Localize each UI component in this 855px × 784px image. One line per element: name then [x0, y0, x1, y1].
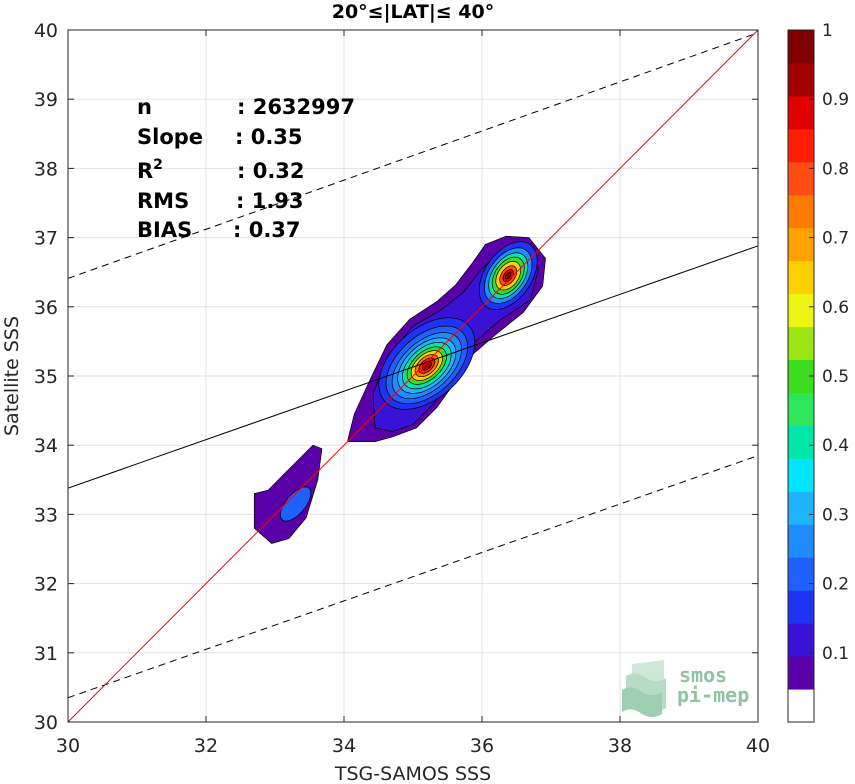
y-tick-label: 35	[34, 366, 58, 388]
colorbar-segment	[788, 293, 814, 328]
x-axis-ticks: 30 32 34 36 38 40	[56, 30, 770, 757]
colorbar-segment	[788, 95, 814, 130]
stat-value-rms: : 1.93	[236, 189, 304, 213]
colorbar-segment	[788, 260, 814, 295]
colorbar-segment	[788, 458, 814, 492]
y-tick-label: 39	[34, 89, 58, 111]
x-tick-label: 32	[194, 735, 218, 757]
stat-value-slope: : 0.35	[235, 125, 303, 149]
density-contours	[253, 235, 546, 544]
y-tick-label: 32	[34, 574, 58, 596]
lower-bound-line	[68, 455, 758, 699]
y-tick-label: 40	[34, 20, 58, 42]
colorbar-tick-label: 0.8	[822, 159, 849, 179]
colorbar-tick-label: 0.9	[822, 90, 849, 110]
y-tick-label: 33	[34, 504, 58, 526]
colorbar-segment	[788, 227, 814, 262]
colorbar-segment	[788, 491, 814, 525]
y-axis-label: Satellite SSS	[1, 316, 23, 436]
y-tick-label: 34	[34, 435, 58, 457]
x-tick-label: 36	[470, 735, 494, 757]
colorbar-segment	[788, 689, 814, 723]
y-tick-label: 37	[34, 228, 58, 250]
colorbar-tick-label: 0.3	[822, 505, 849, 525]
colorbar-tick-label: 0.2	[822, 575, 849, 595]
regression-line	[68, 245, 758, 489]
y-tick-label: 31	[34, 643, 58, 665]
logo-line-1: smos	[679, 663, 727, 687]
colorbar-segment	[788, 623, 814, 657]
colorbar: 0.1 0.2 0.3 0.4 0.5 0.6 0.7 0.8 0.9 1	[787, 21, 849, 723]
stat-label-bias: BIAS	[137, 218, 192, 242]
colorbar-segment	[788, 62, 814, 97]
upper-bound-line	[68, 32, 758, 279]
x-axis-label: TSG-SAMOS SSS	[334, 763, 491, 784]
x-tick-label: 40	[746, 735, 770, 757]
colorbar-tick-label: 0.7	[822, 229, 849, 249]
colorbar-segment	[788, 590, 814, 624]
colorbar-tick-label: 0.6	[822, 298, 849, 318]
colorbar-segment	[788, 392, 814, 426]
grid	[67, 29, 759, 723]
y-axis-ticks: 30 31 32 33 34 35 36 37 38 39 40	[34, 20, 758, 734]
logo-waves-icon	[622, 660, 666, 717]
stat-value-n: : 2632997	[237, 95, 355, 119]
colorbar-segment	[788, 161, 814, 196]
x-tick-label: 34	[332, 735, 356, 757]
density-small-outer-contour	[253, 444, 323, 544]
stat-value-r: : 0.32	[237, 159, 305, 183]
identity-line	[68, 30, 758, 722]
smos-pi-mep-logo: smos pi-mep	[622, 660, 749, 717]
reference-lines	[68, 30, 758, 722]
stat-label-slope: Slope	[137, 125, 203, 149]
y-tick-label: 38	[34, 158, 58, 180]
colorbar-segment	[788, 30, 814, 64]
colorbar-segment	[788, 557, 814, 591]
colorbar-tick-label: 1	[822, 21, 833, 41]
stat-value-bias: : 0.37	[233, 218, 301, 242]
stat-label-superscript: 2	[153, 157, 163, 173]
logo-line-2: pi-mep	[677, 683, 749, 707]
chart-title: 20°≤|LAT|≤ 40°	[332, 1, 495, 23]
colorbar-tick-label: 0.1	[822, 644, 849, 664]
x-tick-label: 38	[608, 735, 632, 757]
stat-label-rms: RMS	[137, 189, 189, 213]
stat-label-n: n	[137, 95, 152, 119]
y-tick-label: 30	[34, 712, 58, 734]
colorbar-segment	[788, 194, 814, 229]
colorbar-tick-label: 0.5	[822, 367, 849, 387]
colorbar-segment	[788, 656, 814, 690]
colorbar-segment	[788, 524, 814, 558]
colorbar-tick-label: 0.4	[822, 436, 849, 456]
density-small-inner-contour	[280, 486, 312, 522]
colorbar-segment	[788, 425, 814, 459]
y-tick-label: 36	[34, 297, 58, 319]
colorbar-segment	[788, 128, 814, 163]
density-peak-upper-level	[505, 272, 512, 280]
colorbar-segment	[788, 326, 814, 361]
x-tick-label: 30	[56, 735, 80, 757]
